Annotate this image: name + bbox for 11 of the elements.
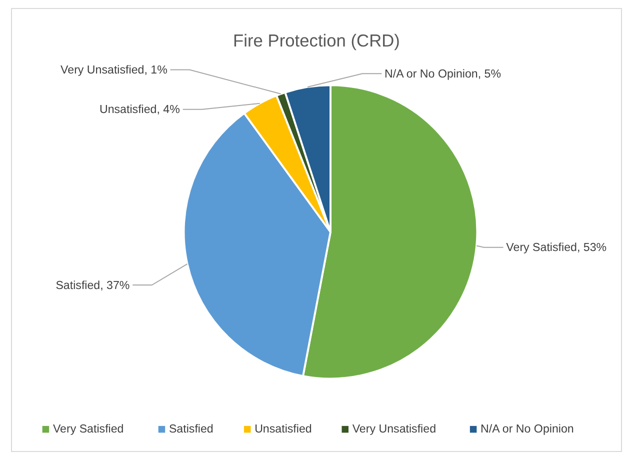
- data-label: Very Satisfied, 53%: [506, 242, 607, 254]
- legend-label: Very Satisfied: [52, 424, 124, 436]
- legend-label: Satisfied: [168, 424, 214, 436]
- data-label: Satisfied, 37%: [56, 280, 130, 292]
- legend-label: N/A or No Opinion: [480, 424, 574, 436]
- legend-label: Unsatisfied: [254, 424, 312, 436]
- data-label: Unsatisfied, 4%: [99, 104, 180, 116]
- chart-title: Fire Protection (CRD): [233, 30, 400, 51]
- data-label: N/A or No Opinion, 5%: [384, 68, 502, 80]
- data-label: Very Unsatisfied, 1%: [60, 64, 168, 77]
- legend-label: Very Unsatisfied: [352, 424, 436, 436]
